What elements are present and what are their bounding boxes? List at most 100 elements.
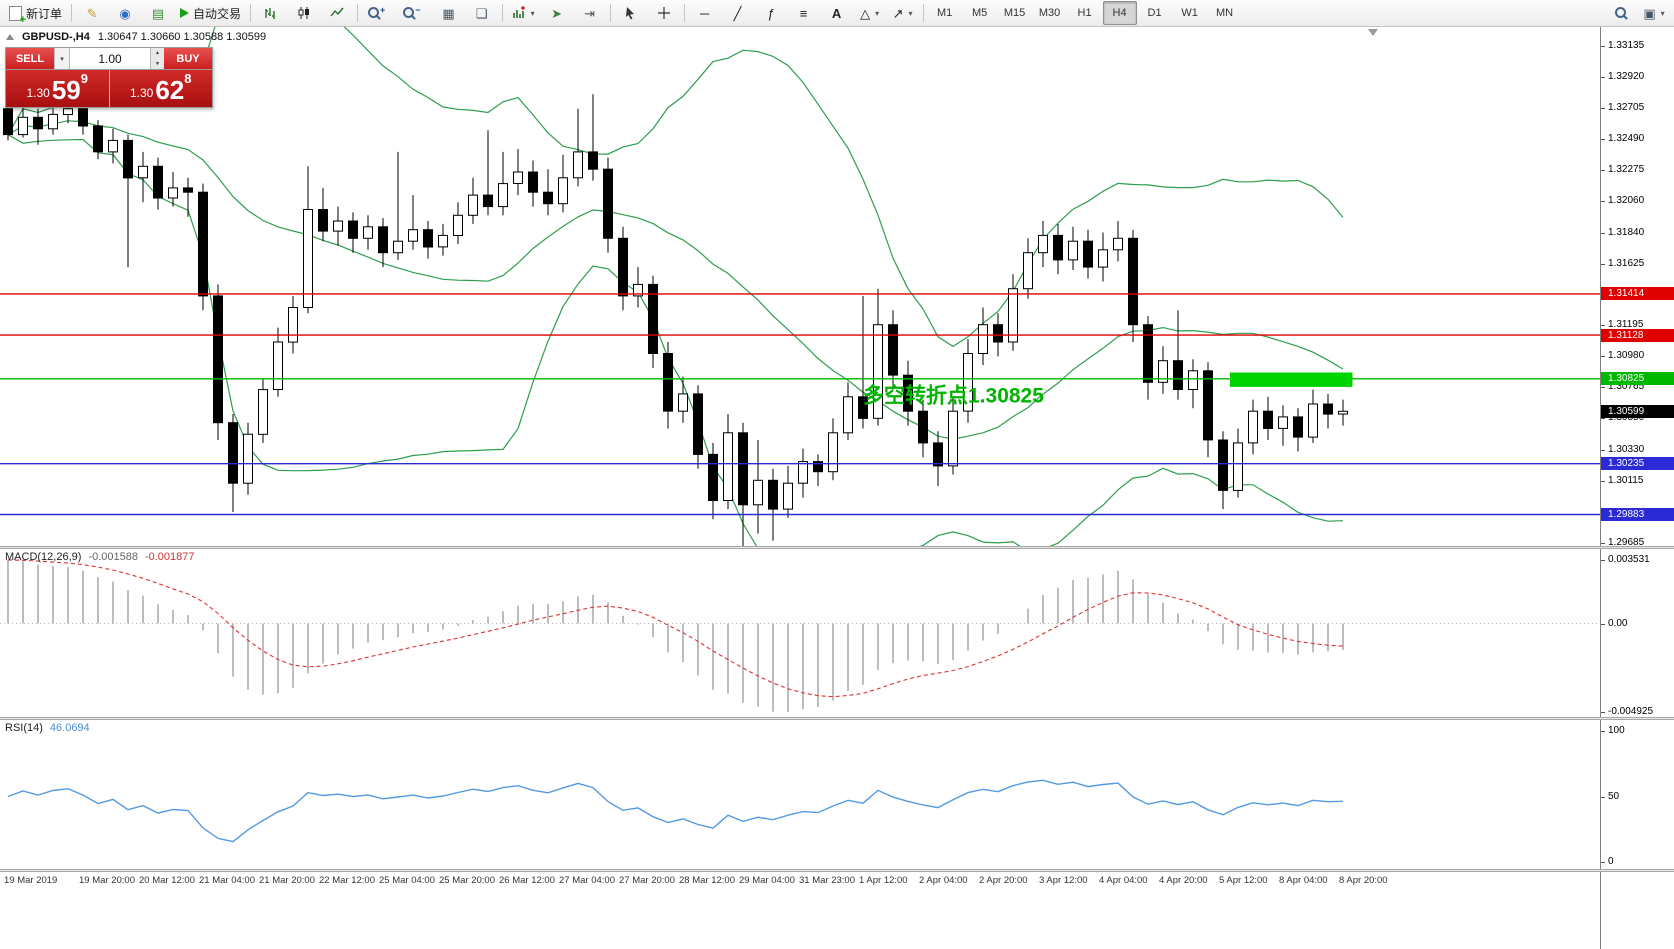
candle (663, 353, 673, 412)
candle (1263, 410, 1273, 430)
crosshair-tool-button[interactable] (648, 1, 680, 25)
chart-shift-icon: ⇥ (584, 5, 596, 21)
text-tool[interactable]: A (821, 1, 853, 25)
sell-price-display[interactable]: 1.30 59 9 (6, 70, 110, 107)
terminal-icon: ▤ (151, 5, 165, 21)
candle (393, 240, 403, 254)
time-tick: 28 Mar 12:00 (679, 875, 735, 886)
rsi-pane[interactable] (0, 720, 1600, 869)
one-click-collapse-icon[interactable] (6, 34, 14, 40)
shapes-icon: △ (860, 5, 871, 21)
price-level-tag: 1.31414 (1601, 287, 1674, 301)
new-order-icon (9, 5, 26, 26)
candle (753, 479, 763, 506)
buy-button[interactable]: BUY (164, 48, 212, 69)
time-tick: 27 Mar 20:00 (619, 875, 675, 886)
timeframe-m30[interactable]: M30 (1038, 7, 1061, 19)
terminal-button[interactable]: ▤ (142, 1, 174, 25)
time-tick: 25 Mar 20:00 (439, 875, 495, 886)
chart-line-button[interactable] (321, 1, 353, 25)
candle (348, 220, 358, 239)
zoom-out-button[interactable]: − (397, 1, 431, 25)
timeframe-m5[interactable]: M5 (971, 7, 988, 19)
candle (243, 433, 253, 484)
macd-pane[interactable] (0, 549, 1600, 717)
toolbar-separator (501, 4, 503, 22)
pane-divider[interactable] (0, 546, 1674, 549)
time-tick: 3 Apr 12:00 (1039, 875, 1088, 886)
candle (288, 307, 298, 343)
candle (438, 234, 448, 248)
horizontal-line-tool[interactable]: ─ (689, 1, 721, 25)
price-axis[interactable]: 1.33135 1.32920 1.32705 1.32490 1.32275 1.320… (1600, 27, 1674, 949)
tile-windows-button[interactable]: ▦ (433, 1, 465, 25)
volume-increase-button[interactable]: ▲ (151, 48, 164, 59)
trendline-tool[interactable]: ╱ (722, 1, 754, 25)
autotrading-button[interactable]: 自动交易 (175, 1, 246, 25)
channels-tool[interactable]: ≡ (788, 1, 820, 25)
buy-price-prefix: 1.30 (129, 86, 154, 100)
candle (1143, 324, 1153, 383)
timeframe-mn[interactable]: MN (1216, 7, 1234, 19)
cascade-windows-button[interactable]: ❏ (466, 1, 498, 25)
toolbar-separator (922, 4, 924, 22)
time-tick: 26 Mar 12:00 (499, 875, 555, 886)
chart-annotation[interactable]: 多空转折点1.30825 (863, 384, 1044, 408)
community-button[interactable]: ◉ (109, 1, 141, 25)
fibonacci-tool[interactable]: ƒ (755, 1, 787, 25)
chart-window[interactable]: GBPUSD-,H4 1.30647 1.30660 1.30588 1.305… (0, 27, 1674, 949)
candle (423, 229, 433, 248)
candle (858, 396, 868, 419)
arrows-tool[interactable]: ↗ ▾ (887, 1, 919, 25)
profiles-button[interactable]: ▣ ▾ (1638, 1, 1670, 25)
zoom-out-icon (402, 6, 417, 21)
chart-shift-button[interactable]: ⇥ (574, 1, 606, 25)
candle (378, 226, 388, 254)
indicators-button[interactable]: ▾ (507, 1, 540, 25)
time-tick: 2 Apr 04:00 (919, 875, 968, 886)
buy-price-display[interactable]: 1.30 62 8 (109, 70, 212, 107)
chart-scroll-marker[interactable] (1368, 29, 1378, 36)
timeframe-d1[interactable]: D1 (1147, 7, 1162, 19)
candle (213, 295, 223, 424)
candle (408, 229, 418, 242)
price-tick: 1.32275 (1600, 163, 1645, 175)
timeframe-m15[interactable]: M15 (1003, 7, 1026, 19)
timeframe-h1[interactable]: H1 (1077, 7, 1092, 19)
price-pane[interactable]: 多空转折点1.30825 (0, 27, 1600, 546)
candle (978, 324, 988, 355)
search-button[interactable] (1605, 1, 1637, 25)
sell-options-caret[interactable]: ▾ (54, 48, 70, 69)
zoom-in-button[interactable]: + (362, 1, 396, 25)
metaeditor-button[interactable]: ✎ (76, 1, 108, 25)
time-tick: 4 Apr 04:00 (1099, 875, 1148, 886)
cursor-tool-button[interactable] (615, 1, 647, 25)
candle (363, 226, 373, 239)
candle (1293, 416, 1303, 438)
timeframe-m1[interactable]: M1 (936, 7, 953, 19)
candle (948, 410, 958, 467)
bollinger-upper-band (7, 27, 1344, 348)
crosshair-icon (657, 7, 670, 19)
text-tool-icon: A (831, 5, 842, 21)
rsi-line (7, 779, 1344, 843)
sell-button[interactable]: SELL (6, 48, 54, 69)
chart-candles-button[interactable] (288, 1, 320, 25)
rsi-scale-tick: 50 (1600, 790, 1620, 802)
chart-bars-button[interactable] (255, 1, 287, 25)
autoscroll-button[interactable]: ➤ (541, 1, 573, 25)
timeframe-h4[interactable]: H4 (1102, 1, 1137, 25)
bollinger-lower-band (7, 134, 1344, 546)
pane-divider[interactable] (0, 717, 1674, 720)
candle (963, 353, 973, 412)
new-order-button[interactable]: 新订单 (4, 1, 67, 26)
volume-input[interactable] (70, 48, 150, 69)
highlight-rectangle[interactable] (1230, 372, 1353, 387)
candle (528, 171, 538, 193)
volume-decrease-button[interactable]: ▼ (151, 58, 164, 69)
timeframe-w1[interactable]: W1 (1181, 7, 1198, 19)
toolbar-separator (250, 4, 252, 22)
price-level-tag: 1.31128 (1601, 328, 1674, 342)
time-axis[interactable]: 19 Mar 2019 19 Mar 20:00 20 Mar 12:00 21 Ma… (0, 872, 1600, 892)
shapes-tool[interactable]: △ ▾ (854, 1, 886, 25)
